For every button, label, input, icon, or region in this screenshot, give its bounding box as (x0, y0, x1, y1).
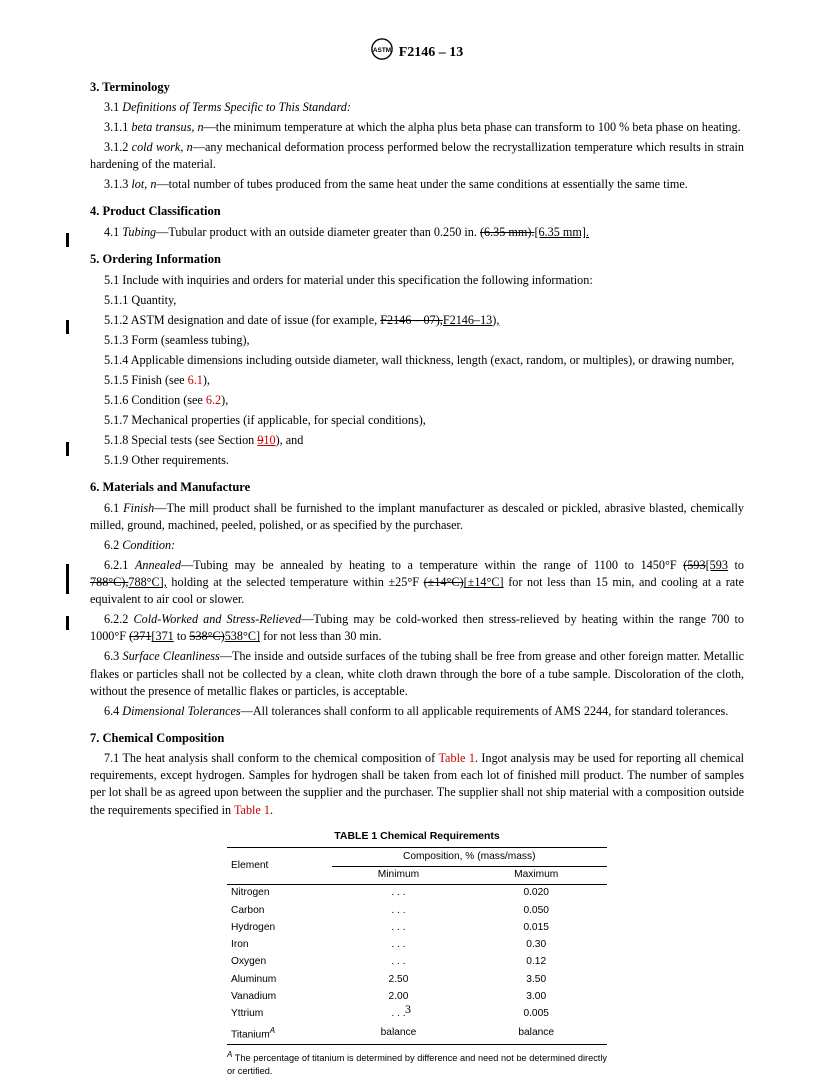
para-5-1-9: 5.1.9 Other requirements. (90, 452, 744, 469)
para-5-1-3: 5.1.3 Form (seamless tubing), (90, 332, 744, 349)
para-6-2: 6.2 Condition: (90, 537, 744, 554)
cell-max: 0.12 (465, 954, 607, 971)
cell-element: Oxygen (227, 954, 332, 971)
astm-logo-icon: ASTM (371, 38, 393, 67)
para-5-1: 5.1 Include with inquiries and orders fo… (90, 272, 744, 289)
link-table-1a[interactable]: Table 1 (438, 751, 474, 765)
para-6-4: 6.4 Dimensional Tolerances—All tolerance… (90, 703, 744, 720)
cell-min: . . . (332, 884, 466, 902)
link-section-10[interactable]: 10 (263, 433, 275, 447)
para-6-2-1: 6.2.1 Annealed—Tubing may be annealed by… (90, 557, 744, 608)
cell-min: . . . (332, 937, 466, 954)
table-row: Aluminum2.503.50 (227, 971, 607, 988)
cell-element: Iron (227, 937, 332, 954)
change-bar (66, 616, 69, 630)
para-6-3: 6.3 Surface Cleanliness—The inside and o… (90, 648, 744, 699)
change-bar (66, 564, 69, 594)
section-3-head: 3. Terminology (90, 79, 744, 97)
cell-min: 2.50 (332, 971, 466, 988)
para-3-1-3: 3.1.3 lot, n—total number of tubes produ… (90, 176, 744, 193)
para-5-1-6: 5.1.6 Condition (see 6.2), (90, 392, 744, 409)
cell-max: 0.050 (465, 902, 607, 919)
section-6-head: 6. Materials and Manufacture (90, 479, 744, 497)
para-5-1-5: 5.1.5 Finish (see 6.1), (90, 372, 744, 389)
table-row: Oxygen. . .0.12 (227, 954, 607, 971)
link-table-1b[interactable]: Table 1 (234, 803, 270, 817)
page-header: ASTM F2146 – 13 (90, 38, 744, 67)
change-bar (66, 320, 69, 334)
cell-element: Nitrogen (227, 884, 332, 902)
svg-text:ASTM: ASTM (373, 47, 391, 54)
para-5-1-8: 5.1.8 Special tests (see Section 910), a… (90, 432, 744, 449)
cell-element: Hydrogen (227, 919, 332, 936)
table-1-footnote: A The percentage of titanium is determin… (227, 1049, 607, 1078)
cell-min: . . . (332, 954, 466, 971)
table-row: Iron. . .0.30 (227, 937, 607, 954)
para-3-1: 3.1 Definitions of Terms Specific to Thi… (90, 99, 744, 116)
col-element: Element (227, 848, 332, 885)
col-min: Minimum (332, 866, 466, 884)
para-7-1: 7.1 The heat analysis shall conform to t… (90, 750, 744, 818)
para-5-1-7: 5.1.7 Mechanical properties (if applicab… (90, 412, 744, 429)
para-5-1-2: 5.1.2 ASTM designation and date of issue… (90, 312, 744, 329)
para-5-1-1: 5.1.1 Quantity, (90, 292, 744, 309)
link-6-1[interactable]: 6.1 (188, 373, 203, 387)
cell-min: . . . (332, 919, 466, 936)
page-number: 3 (0, 1001, 816, 1018)
table-row: Nitrogen. . .0.020 (227, 884, 607, 902)
col-max: Maximum (465, 866, 607, 884)
link-6-2[interactable]: 6.2 (206, 393, 221, 407)
cell-max: 0.020 (465, 884, 607, 902)
cell-max: 3.50 (465, 971, 607, 988)
cell-titanium-min: balance (332, 1023, 466, 1044)
para-3-1-1: 3.1.1 beta transus, n—the minimum temper… (90, 119, 744, 136)
table-row: Hydrogen. . .0.015 (227, 919, 607, 936)
change-bar (66, 442, 69, 456)
para-3-1-2: 3.1.2 cold work, n—any mechanical deform… (90, 139, 744, 173)
section-7-head: 7. Chemical Composition (90, 730, 744, 748)
cell-titanium: TitaniumA (227, 1023, 332, 1044)
table-row: Carbon. . .0.050 (227, 902, 607, 919)
col-composition: Composition, % (mass/mass) (332, 848, 607, 866)
para-6-2-2: 6.2.2 Cold-Worked and Stress-Relieved—Tu… (90, 611, 744, 645)
table-1-title: TABLE 1 Chemical Requirements (227, 829, 607, 844)
cell-min: . . . (332, 902, 466, 919)
para-6-1: 6.1 Finish—The mill product shall be fur… (90, 500, 744, 534)
cell-titanium-max: balance (465, 1023, 607, 1044)
document-id: F2146 – 13 (399, 43, 464, 63)
cell-max: 0.30 (465, 937, 607, 954)
table-1: TABLE 1 Chemical Requirements Element Co… (227, 829, 607, 1078)
section-4-head: 4. Product Classification (90, 203, 744, 221)
cell-element: Carbon (227, 902, 332, 919)
cell-element: Aluminum (227, 971, 332, 988)
para-4-1: 4.1 Tubing—Tubular product with an outsi… (90, 224, 744, 241)
section-5-head: 5. Ordering Information (90, 251, 744, 269)
cell-max: 0.015 (465, 919, 607, 936)
change-bar (66, 233, 69, 247)
para-5-1-4: 5.1.4 Applicable dimensions including ou… (90, 352, 744, 369)
